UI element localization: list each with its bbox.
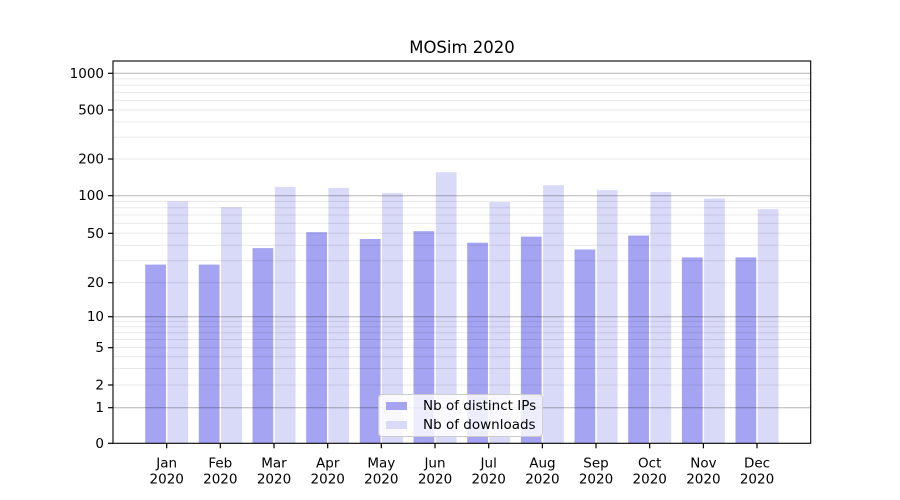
x-tick-label-year: 2020 (203, 471, 237, 487)
legend-item-distinct-ips: Nb of distinct IPs (386, 397, 542, 415)
x-tick-label-month: Feb (208, 455, 232, 471)
legend-item-downloads: Nb of downloads (386, 416, 542, 434)
x-tick-label-year: 2020 (311, 471, 345, 487)
x-tick-label-month: Aug (529, 455, 555, 471)
legend-label-downloads: Nb of downloads (423, 417, 536, 433)
legend-swatch-distinct-ips (386, 401, 407, 411)
x-tick-label-year: 2020 (579, 471, 613, 487)
bar-downloads (274, 186, 296, 444)
y-tick-label: 1 (95, 400, 104, 416)
y-tick-label: 0 (95, 436, 104, 452)
bar-downloads (435, 172, 457, 444)
x-tick-label-month: Sep (583, 455, 608, 471)
legend-label-distinct-ips: Nb of distinct IPs (423, 398, 537, 414)
y-tick-label: 50 (87, 226, 104, 242)
bar-downloads (328, 187, 350, 444)
x-tick-label-year: 2020 (418, 471, 452, 487)
x-tick-label-month: May (367, 455, 395, 471)
x-tick-label-year: 2020 (472, 471, 506, 487)
bar-downloads (167, 201, 189, 444)
bar-downloads (221, 207, 242, 444)
legend: Nb of distinct IPs Nb of downloads (378, 394, 543, 437)
y-tick-label: 200 (78, 152, 104, 168)
bar-downloads (596, 190, 618, 444)
bar-downloads (650, 192, 672, 444)
bar-downloads (543, 185, 564, 444)
x-tick-label-year: 2020 (740, 471, 774, 487)
bar-distinct-ips (413, 231, 435, 444)
bar-distinct-ips (252, 248, 274, 444)
y-tick-label: 1000 (70, 66, 104, 82)
bar-distinct-ips (467, 242, 488, 444)
x-tick-label-year: 2020 (257, 471, 291, 487)
bar-distinct-ips (574, 249, 596, 444)
x-tick-label-month: Jun (423, 455, 445, 471)
x-tick-label-year: 2020 (686, 471, 720, 487)
x-tick-label-year: 2020 (633, 471, 667, 487)
x-tick-label-year: 2020 (150, 471, 184, 487)
bar-distinct-ips (306, 232, 327, 444)
x-tick-label-month: Dec (744, 455, 770, 471)
y-tick-label: 10 (87, 309, 104, 325)
y-tick-label: 100 (78, 188, 104, 204)
chart-title: MOSim 2020 (409, 38, 515, 57)
x-tick-label-month: Nov (690, 455, 716, 471)
x-tick-label-month: Mar (261, 455, 287, 471)
bar-distinct-ips (145, 264, 166, 444)
y-tick-label: 2 (95, 378, 104, 394)
x-tick-label-month: Jan (155, 455, 177, 471)
bar-distinct-ips (628, 235, 649, 444)
x-tick-label-month: Oct (638, 455, 661, 471)
bar-distinct-ips (735, 257, 757, 444)
x-tick-label-year: 2020 (525, 471, 559, 487)
bar-distinct-ips (681, 257, 703, 444)
x-tick-label-year: 2020 (364, 471, 398, 487)
x-tick-label-month: Jul (480, 455, 497, 471)
y-tick-label: 500 (78, 103, 104, 119)
bar-downloads (382, 193, 403, 444)
bar-distinct-ips (520, 236, 542, 444)
y-tick-label: 20 (87, 275, 104, 291)
bar-distinct-ips (198, 264, 220, 444)
y-tick-label: 5 (95, 340, 104, 356)
bar-downloads (704, 198, 725, 444)
bar-downloads (757, 209, 779, 444)
bar-downloads (489, 202, 511, 444)
axis-frame (112, 60, 812, 444)
legend-swatch-downloads (386, 420, 407, 430)
x-tick-label-month: Apr (316, 455, 340, 471)
bar-distinct-ips (359, 239, 381, 444)
